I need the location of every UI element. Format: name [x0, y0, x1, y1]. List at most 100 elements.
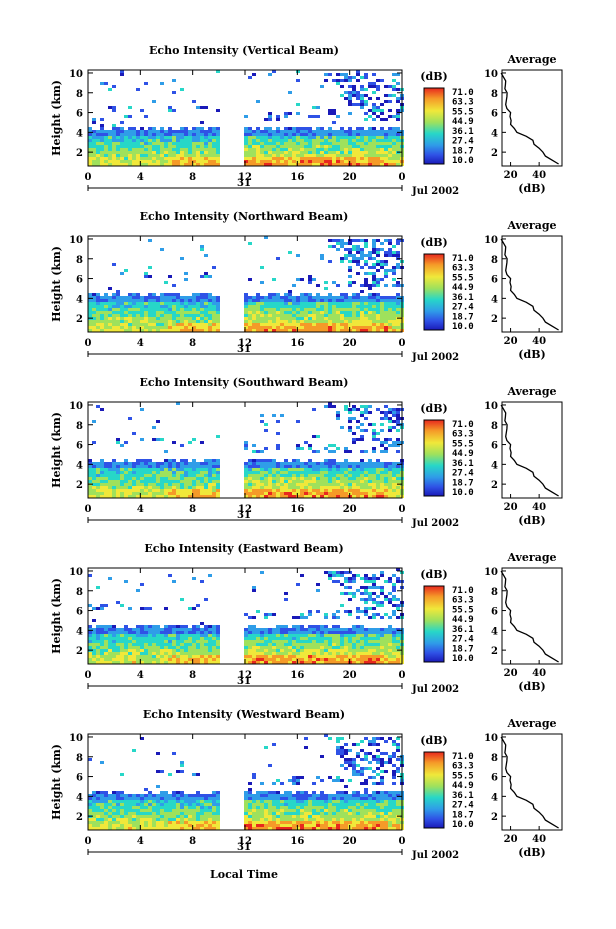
echo-cell	[344, 468, 348, 471]
echo-cell	[160, 477, 164, 480]
echo-cell	[344, 492, 348, 495]
echo-cell	[252, 628, 256, 631]
echo-cell	[92, 806, 96, 809]
echo-cell	[380, 266, 384, 269]
echo-cell	[256, 302, 260, 305]
echo-cell	[360, 284, 364, 287]
echo-cell	[108, 827, 112, 830]
echo-cell	[384, 417, 388, 420]
echo-cell	[200, 142, 204, 145]
echo-cell	[336, 148, 340, 151]
echo-cell	[192, 100, 196, 103]
echo-cell	[156, 634, 160, 637]
echo-cell	[248, 148, 252, 151]
echo-cell	[260, 317, 264, 320]
echo-cell	[164, 649, 168, 652]
echo-cell	[176, 130, 180, 133]
echo-cell	[396, 82, 400, 85]
echo-cell	[156, 752, 160, 755]
echo-cell	[128, 607, 132, 610]
echo-cell	[204, 492, 208, 495]
echo-cell	[152, 474, 156, 477]
echo-cell	[292, 459, 296, 462]
echo-cell	[364, 88, 368, 91]
echo-cell	[296, 495, 300, 498]
echo-cell	[92, 157, 96, 160]
echo-cell	[356, 154, 360, 157]
echo-cell	[112, 130, 116, 133]
echo-cell	[184, 489, 188, 492]
echo-cell	[264, 649, 268, 652]
echo-cell	[284, 329, 288, 332]
echo-cell	[128, 329, 132, 332]
echo-cell	[136, 625, 140, 628]
average-title: Average	[506, 53, 556, 66]
echo-cell	[304, 320, 308, 323]
echo-cell	[140, 480, 144, 483]
echo-cell	[252, 637, 256, 640]
echo-cell	[312, 154, 316, 157]
echo-cell	[168, 486, 172, 489]
echo-cell	[92, 326, 96, 329]
echo-cell	[196, 311, 200, 314]
echo-cell	[308, 142, 312, 145]
echo-cell	[324, 148, 328, 151]
echo-cell	[188, 314, 192, 317]
echo-cell	[372, 109, 376, 112]
echo-cell	[148, 314, 152, 317]
echo-cell	[180, 305, 184, 308]
echo-cell	[328, 483, 332, 486]
echo-cell	[320, 296, 324, 299]
echo-cell	[184, 296, 188, 299]
echo-cell	[188, 471, 192, 474]
echo-cell	[172, 148, 176, 151]
echo-cell	[168, 492, 172, 495]
echo-cell	[304, 631, 308, 634]
echo-cell	[300, 314, 304, 317]
echo-cell	[256, 136, 260, 139]
echo-cell	[300, 305, 304, 308]
echo-cell	[168, 293, 172, 296]
echo-cell	[376, 438, 380, 441]
echo-cell	[192, 163, 196, 166]
echo-cell	[216, 468, 220, 471]
echo-cell	[124, 634, 128, 637]
echo-cell	[168, 468, 172, 471]
echo-cell	[212, 646, 216, 649]
echo-cell	[296, 163, 300, 166]
echo-cell	[376, 281, 380, 284]
echo-cell	[108, 314, 112, 317]
echo-cell	[144, 275, 148, 278]
echo-cell	[208, 465, 212, 468]
echo-cell	[284, 652, 288, 655]
echo-cell	[120, 643, 124, 646]
echo-cell	[392, 610, 396, 613]
echo-cell	[100, 628, 104, 631]
echo-cell	[144, 646, 148, 649]
echo-cell	[268, 468, 272, 471]
echo-cell	[152, 818, 156, 821]
echo-cell	[380, 477, 384, 480]
echo-cell	[340, 326, 344, 329]
echo-cell	[312, 474, 316, 477]
echo-cell	[348, 643, 352, 646]
echo-cell	[304, 649, 308, 652]
echo-cell	[380, 305, 384, 308]
echo-cell	[312, 278, 316, 281]
echo-cell	[248, 643, 252, 646]
echo-cell	[140, 625, 144, 628]
echo-cell	[292, 658, 296, 661]
echo-cell	[252, 73, 256, 76]
echo-cell	[348, 79, 352, 82]
echo-cell	[348, 610, 352, 613]
echo-cell	[288, 163, 292, 166]
echo-cell	[272, 468, 276, 471]
echo-cell	[248, 299, 252, 302]
echo-cell	[376, 586, 380, 589]
echo-cell	[92, 824, 96, 827]
echo-cell	[136, 803, 140, 806]
echo-cell	[92, 655, 96, 658]
echo-cell	[392, 471, 396, 474]
echo-cell	[156, 640, 160, 643]
echo-cell	[248, 462, 252, 465]
